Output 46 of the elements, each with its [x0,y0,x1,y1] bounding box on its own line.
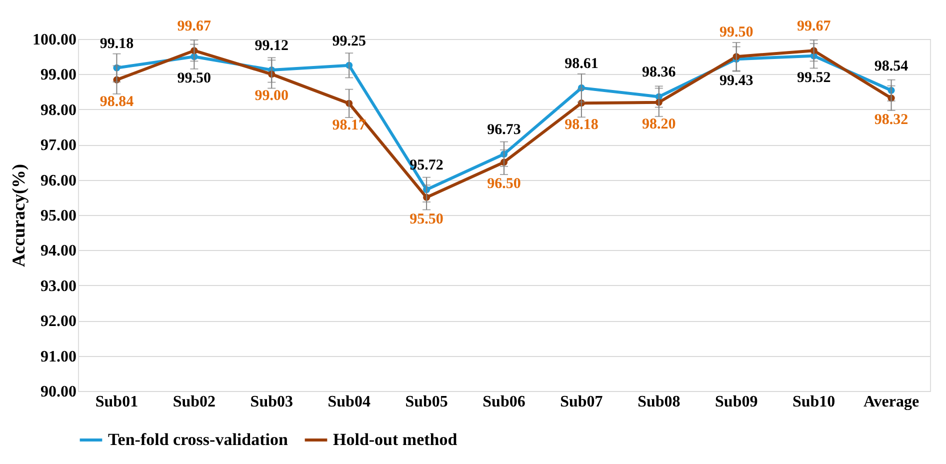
data-label: 99.25 [332,33,366,50]
data-label: 95.50 [410,211,444,228]
y-tick-label: 90.00 [40,384,76,400]
y-tick-label: 96.00 [40,172,76,190]
x-tick-label: Sub01 [95,394,138,410]
x-tick-label: Sub03 [250,394,293,410]
y-tick-label: 93.00 [40,278,76,295]
data-label: 99.12 [254,38,289,54]
legend-label: Ten-fold cross-validation [108,430,288,449]
data-label: 98.84 [100,94,134,110]
data-label: 99.52 [796,70,831,86]
data-label: 98.61 [564,56,598,72]
legend-label: Hold-out method [333,430,458,449]
y-tick-label: 99.00 [40,66,76,84]
x-tick-label: Average [863,394,920,410]
y-axis-title: Accuracy(%) [8,164,28,267]
data-label: 98.17 [332,117,366,134]
data-label: 98.36 [642,64,676,81]
y-tick-label: 91.00 [40,348,76,366]
data-label: 98.54 [874,58,909,74]
data-label: 99.50 [719,24,754,41]
data-label: 98.20 [642,116,676,132]
x-tick-label: Sub08 [638,394,680,410]
data-label: 98.32 [874,112,908,128]
y-tick-label: 97.00 [40,137,76,154]
y-tick-label: 100.00 [32,32,76,48]
y-tick-label: 92.00 [40,313,76,330]
x-tick-label: Sub09 [715,394,758,410]
data-label: 98.18 [564,117,598,134]
x-tick-label: Sub04 [328,394,370,410]
y-tick-label: 98.00 [40,102,76,119]
data-label: 99.50 [177,70,212,87]
y-tick-label: 94.00 [40,242,76,260]
y-tick-label: 95.00 [40,208,76,224]
x-tick-label: Sub06 [482,394,526,410]
data-label: 99.18 [100,36,134,52]
data-label: 96.50 [487,176,521,192]
data-label: 99.67 [796,18,832,35]
data-label: 99.00 [254,88,289,104]
data-label: 99.67 [177,18,212,35]
data-label: 96.73 [487,122,521,138]
x-tick-label: Sub02 [172,394,216,410]
x-tick-label: Sub07 [560,394,603,410]
data-label: 99.43 [719,73,754,90]
x-tick-label: Sub05 [405,394,448,410]
x-tick-label: Sub10 [792,394,836,410]
